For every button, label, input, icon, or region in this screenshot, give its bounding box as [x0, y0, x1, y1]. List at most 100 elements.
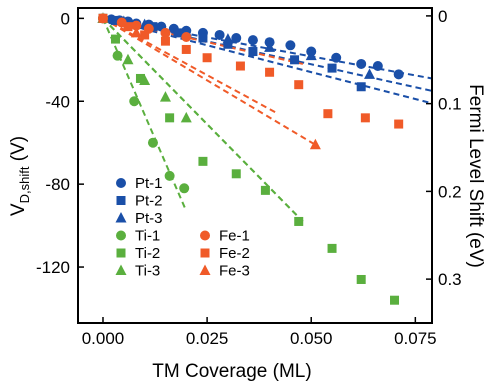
data-points	[97, 12, 404, 305]
y2-tick-label: 0	[438, 7, 447, 26]
data-point-pt-3	[305, 49, 317, 61]
y-axis-title-main: V	[8, 203, 29, 216]
data-point-fe-2	[394, 119, 404, 129]
data-point-fe-2	[202, 53, 212, 63]
fit-line-pt-3	[102, 17, 433, 92]
data-point-pt-1	[247, 35, 258, 46]
legend-label-pt-1: Pt-1	[135, 175, 163, 192]
data-point-ti-2	[110, 34, 120, 44]
legend-label-ti-2: Ti-2	[135, 245, 160, 262]
legend-marker-fe-2	[200, 248, 210, 258]
y-tick-label: -120	[36, 258, 70, 277]
y2-axis-ticks: 0 0.1 0.2 0.3	[426, 7, 462, 289]
x-tick-label: 0.075	[394, 329, 437, 348]
x-tick-label: 0.025	[186, 329, 229, 348]
legend-label-fe-3: Fe-3	[219, 263, 250, 280]
y2-axis-title: Fermi Level Shift (eV)	[465, 84, 486, 268]
data-point-ti-1	[112, 50, 123, 61]
legend-marker-pt-3	[115, 212, 127, 223]
legend-marker-pt-1	[116, 178, 126, 188]
data-point-ti-2	[294, 216, 304, 226]
x-axis-title: TM Coverage (ML)	[152, 361, 311, 382]
data-point-ti-2	[390, 295, 400, 305]
fit-line-ti-3	[102, 17, 300, 219]
y2-tick-label: 0.2	[438, 182, 462, 201]
data-point-pt-2	[327, 63, 337, 73]
data-point-fe-3	[130, 26, 142, 38]
data-point-pt-3	[364, 68, 376, 79]
data-point-fe-1	[160, 27, 171, 38]
data-point-pt-1	[331, 52, 342, 63]
y-axis-ticks: 0 -40 -80 -120	[36, 9, 84, 277]
legend-label-fe-1: Fe-1	[219, 228, 250, 245]
y2-tick-label: 0.1	[438, 95, 462, 114]
y-tick-label: 0	[61, 9, 70, 28]
data-point-fe-2	[265, 67, 275, 77]
data-point-pt-3	[222, 33, 234, 44]
data-point-pt-1	[285, 40, 296, 51]
data-point-ti-3	[159, 91, 171, 102]
data-point-fe-2	[181, 44, 191, 54]
fit-line-fe-3	[102, 17, 316, 146]
y2-tick-label: 0.3	[438, 270, 462, 289]
data-point-pt-2	[173, 28, 183, 38]
legend: Pt-1Pt-2Pt-3Ti-1Ti-2Ti-3 Fe-1Fe-2Fe-3	[115, 175, 250, 280]
data-point-ti-2	[231, 169, 241, 179]
data-point-fe-2	[98, 13, 108, 23]
data-point-pt-1	[231, 33, 242, 44]
data-point-ti-1	[179, 183, 190, 194]
data-point-ti-2	[260, 185, 270, 195]
data-point-ti-1	[164, 170, 175, 181]
legend-marker-fe-3	[199, 264, 211, 275]
data-point-ti-3	[122, 53, 134, 65]
data-point-ti-1	[147, 137, 158, 148]
y-axis-title-sub: D,shift	[17, 166, 32, 203]
data-point-ti-2	[198, 156, 208, 166]
data-point-fe-2	[360, 113, 370, 123]
legend-marker-ti-1	[116, 230, 126, 241]
data-point-fe-2	[123, 22, 133, 32]
data-point-fe-2	[294, 80, 304, 90]
data-point-pt-3	[264, 41, 276, 52]
data-point-ti-3	[139, 74, 151, 86]
data-point-fe-1	[131, 20, 142, 31]
data-point-fe-2	[235, 61, 245, 71]
y-axis-title-unit: (V)	[8, 136, 29, 167]
data-point-pt-2	[223, 39, 233, 49]
data-point-pt-2	[110, 15, 120, 25]
data-point-fe-2	[323, 109, 333, 119]
legend-label-ti-3: Ti-3	[135, 263, 160, 280]
data-point-ti-2	[135, 73, 145, 83]
legend-marker-ti-3	[115, 264, 127, 275]
legend-label-pt-3: Pt-3	[135, 210, 163, 227]
x-tick-label: 0.050	[290, 329, 333, 348]
data-point-pt-1	[393, 69, 404, 80]
data-point-pt-2	[356, 82, 366, 92]
fit-line-fe-2	[102, 17, 279, 115]
data-point-ti-2	[356, 274, 366, 284]
legend-label-pt-2: Pt-2	[135, 193, 163, 210]
data-point-ti-2	[165, 113, 175, 123]
y-tick-label: -40	[45, 92, 70, 111]
data-point-fe-3	[309, 138, 321, 150]
data-point-pt-2	[248, 47, 258, 57]
data-point-fe-1	[181, 32, 192, 43]
legend-label-ti-1: Ti-1	[135, 228, 160, 245]
legend-marker-fe-1	[200, 230, 210, 241]
legend-label-fe-2: Fe-2	[219, 245, 250, 262]
data-point-ti-2	[327, 243, 337, 253]
y-axis-title: VD,shift (V)	[8, 136, 32, 216]
data-point-pt-1	[214, 29, 225, 40]
plot-frame	[77, 7, 433, 324]
legend-marker-ti-2	[116, 248, 126, 258]
legend-marker-pt-2	[116, 196, 126, 205]
fit-line-pt-2	[102, 17, 433, 105]
data-point-fe-2	[140, 30, 150, 40]
data-point-fe-2	[160, 36, 170, 46]
data-point-ti-1	[129, 96, 140, 107]
data-point-pt-1	[356, 58, 367, 69]
x-axis-ticks: 0.000 0.025 0.050 0.075	[82, 317, 437, 348]
x-tick-label: 0.000	[82, 329, 125, 348]
